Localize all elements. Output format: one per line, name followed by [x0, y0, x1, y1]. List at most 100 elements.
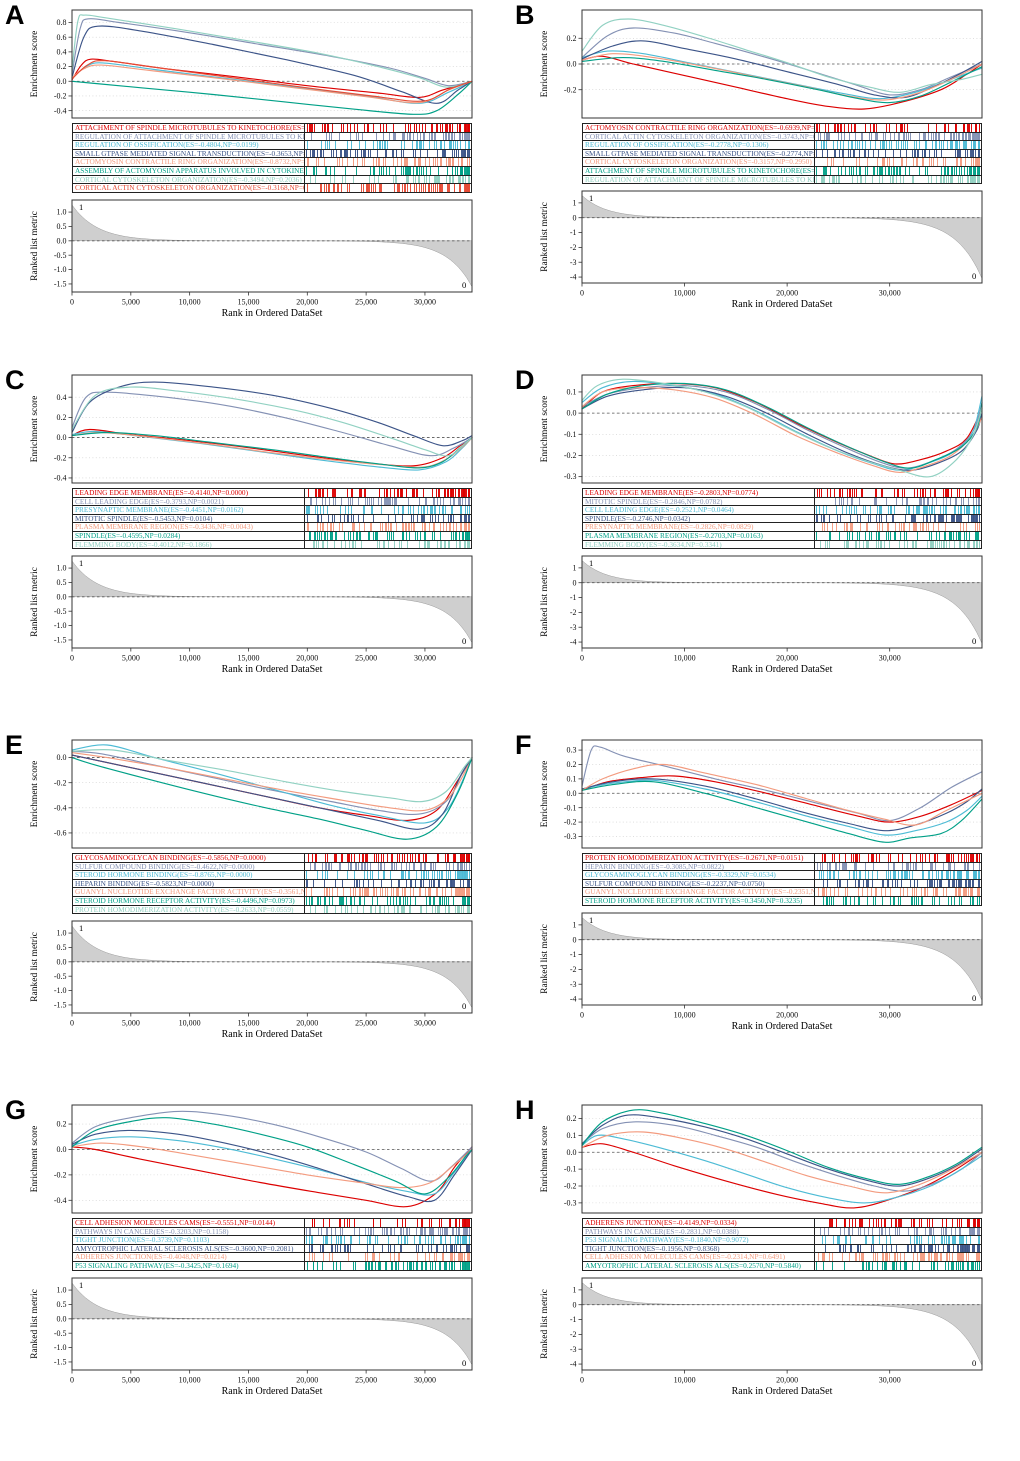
hit-tick — [373, 1244, 375, 1253]
hit-tick — [878, 175, 880, 184]
hit-tick — [952, 1244, 954, 1253]
hit-tick — [873, 854, 875, 862]
hit-tick — [954, 871, 956, 879]
hit-tick — [906, 497, 908, 506]
hit-tick — [339, 896, 341, 905]
hit-tick — [969, 166, 971, 175]
svg-text:0.5: 0.5 — [57, 1300, 67, 1309]
hit-tick — [920, 1253, 922, 1261]
hit-tick — [460, 888, 462, 896]
hit-tick — [913, 514, 915, 523]
hit-tick — [829, 1219, 831, 1227]
es-y-axis-title: Enrichment score — [540, 1126, 550, 1193]
hit-tick — [368, 1236, 370, 1244]
hit-tick — [400, 862, 402, 871]
hit-tick — [900, 896, 902, 905]
hit-tick — [921, 1219, 923, 1227]
hit-tick — [405, 175, 407, 184]
hit-tick — [414, 489, 416, 497]
hit-tick — [328, 1253, 330, 1261]
hit-tick — [363, 523, 365, 531]
hit-tick — [305, 1236, 307, 1244]
hit-tick — [449, 184, 451, 192]
svg-text:-0.4: -0.4 — [54, 474, 67, 483]
hit-tick — [858, 854, 860, 862]
hit-tick — [312, 124, 314, 132]
hit-tick — [465, 1236, 467, 1244]
hit-tick — [979, 1236, 981, 1244]
svg-text:0.0: 0.0 — [567, 409, 577, 418]
legend-row: REGULATION OF ATTACHMENT OF SPINDLE MICR… — [72, 131, 472, 142]
hit-tick — [437, 1244, 439, 1253]
hit-tick — [874, 132, 876, 141]
hit-tick — [346, 1219, 348, 1227]
hit-tick — [890, 1236, 892, 1244]
hit-tick — [358, 854, 360, 862]
hit-tick — [900, 1219, 902, 1227]
hit-tick — [951, 879, 953, 888]
hit-tick — [332, 149, 334, 158]
hit-tick — [408, 506, 410, 514]
hit-tick — [431, 1244, 433, 1253]
hit-tick — [469, 184, 471, 192]
hit-tick — [881, 896, 883, 905]
hit-tick — [324, 184, 326, 192]
hit-tick — [384, 158, 386, 166]
hit-tick — [450, 1236, 452, 1244]
hit-tick — [437, 854, 439, 862]
hit-tick — [424, 531, 426, 540]
hit-tick — [865, 506, 867, 514]
hit-tick — [458, 175, 460, 184]
hit-tick — [449, 158, 451, 166]
hit-tick — [431, 905, 433, 914]
hit-tick — [401, 905, 403, 914]
hit-tick — [895, 1244, 897, 1253]
hit-tick — [974, 141, 976, 149]
hit-tick — [320, 896, 322, 905]
hit-tick — [959, 871, 961, 879]
hit-tick — [851, 489, 853, 497]
hit-tick — [361, 149, 363, 158]
hit-barcode — [813, 896, 981, 905]
hit-tick — [456, 166, 458, 175]
panel-content: 0.4 0.2 0.0 -0.2 -0.4 Enrichment score LEADING… — [26, 369, 508, 675]
hit-tick — [880, 506, 882, 514]
hit-tick — [871, 132, 873, 141]
hit-tick — [948, 1244, 950, 1253]
hit-tick — [468, 531, 469, 540]
hit-tick — [464, 514, 466, 523]
hit-tick — [905, 871, 907, 879]
hit-tick — [467, 1227, 469, 1236]
hit-tick — [457, 871, 459, 879]
hit-tick — [408, 1227, 410, 1236]
hit-tick — [842, 1244, 844, 1253]
hit-barcode — [303, 184, 471, 192]
hit-tick — [428, 1244, 430, 1253]
metric-y-axis-title: Ranked list metric — [30, 932, 40, 1002]
hit-tick — [903, 1261, 905, 1270]
hit-tick — [335, 531, 337, 540]
hit-tick — [441, 1253, 443, 1261]
hit-tick — [948, 879, 950, 888]
hit-tick — [976, 489, 978, 497]
hit-tick — [420, 1236, 422, 1244]
hit-tick — [935, 514, 937, 523]
hit-tick — [873, 1236, 875, 1244]
hit-tick — [928, 1227, 930, 1236]
hit-tick — [350, 514, 352, 523]
hit-tick — [401, 489, 403, 497]
hit-tick — [427, 506, 429, 514]
hit-barcode — [813, 506, 981, 514]
panel-content: 0.2 0.0 -0.2 Enrichment score ACTOMYOSIN CON… — [536, 4, 1018, 310]
hit-tick — [967, 1253, 969, 1261]
hit-tick — [464, 506, 466, 514]
hit-tick — [976, 506, 978, 514]
hit-tick — [347, 1253, 349, 1261]
hit-tick — [445, 1227, 447, 1236]
hit-tick — [464, 149, 466, 158]
legend-label: AMYOTROPHIC LATERAL SCLEROSIS ALS(ES=0.2… — [585, 1261, 801, 1270]
hit-tick — [837, 879, 839, 888]
hit-tick — [364, 1227, 366, 1236]
hit-tick — [438, 184, 440, 192]
hit-tick — [855, 141, 857, 149]
